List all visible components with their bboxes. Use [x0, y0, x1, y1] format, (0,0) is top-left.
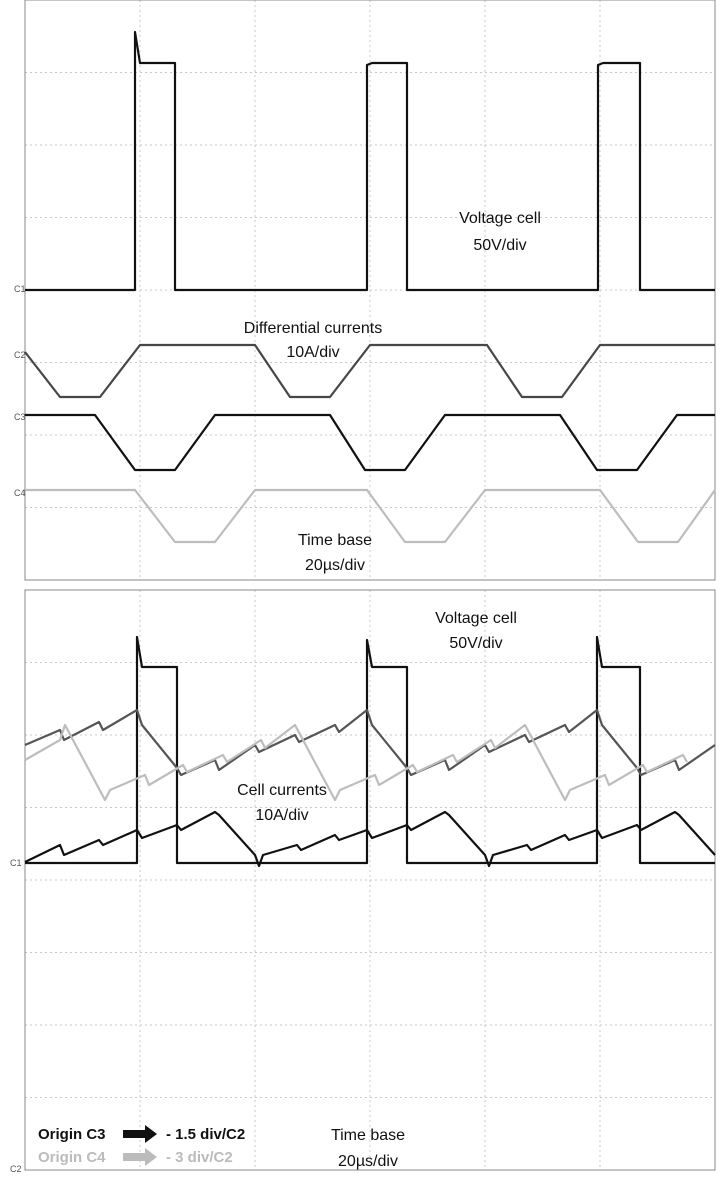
voltage-trace	[25, 635, 715, 865]
channel-marker: C2	[14, 350, 26, 360]
frame-bottom	[24, 589, 716, 1171]
legend-offset: - 3 div/C2	[166, 1149, 233, 1166]
voltage-trace	[25, 30, 715, 292]
legend-label: Origin C4	[38, 1149, 106, 1166]
current-scale: 10A/div	[286, 344, 339, 361]
time-scale: 20µs/div	[338, 1153, 398, 1170]
channel-marker: C3	[14, 412, 26, 422]
legend-arrow	[123, 1148, 157, 1166]
channel-marker: C1	[10, 858, 22, 868]
cell-current-trace	[24, 810, 716, 868]
channel-marker: C2	[10, 1164, 22, 1174]
channel-marker: C1	[14, 284, 26, 294]
current-trace-c4	[25, 488, 716, 544]
time-label: Time base	[331, 1127, 405, 1144]
current-label: Cell currents	[237, 782, 327, 799]
time-label: Time base	[298, 532, 372, 549]
voltage-scale: 50V/div	[449, 635, 502, 652]
time-scale: 20µs/div	[305, 557, 365, 574]
grid	[25, 0, 715, 1170]
cell-current-trace	[24, 708, 716, 777]
current-scale: 10A/div	[255, 807, 308, 824]
legend-offset: - 1.5 div/C2	[166, 1126, 245, 1143]
voltage-label: Voltage cell	[435, 610, 517, 627]
legend-label: Origin C3	[38, 1126, 106, 1143]
channel-marker: C4	[14, 488, 26, 498]
current-trace-c2	[24, 343, 715, 399]
current-trace-c3	[25, 413, 715, 472]
cell-current-trace	[24, 723, 688, 802]
current-label: Differential currents	[244, 320, 382, 337]
legend-arrow	[123, 1125, 157, 1143]
voltage-scale: 50V/div	[473, 237, 526, 254]
voltage-label: Voltage cell	[459, 210, 541, 227]
